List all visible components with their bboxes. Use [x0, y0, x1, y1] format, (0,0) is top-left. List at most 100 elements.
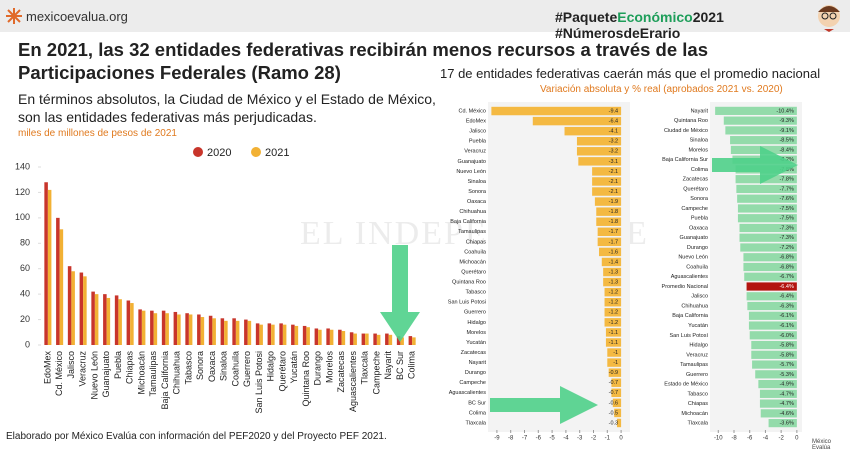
bar — [612, 398, 622, 408]
bar — [736, 184, 797, 194]
bar — [605, 338, 622, 347]
data-label: -1.2 — [609, 290, 618, 296]
x-tick-label: Sonora — [195, 351, 205, 380]
data-label: -7.5% — [779, 216, 793, 222]
data-label: -0.7 — [609, 390, 618, 396]
category-label: Chiapas — [688, 401, 708, 407]
bar — [400, 337, 404, 345]
category-label: Tlaxcala — [688, 421, 709, 427]
bar — [126, 300, 131, 345]
data-label: -6.4% — [779, 284, 793, 290]
x-tick-label: -7 — [522, 436, 528, 442]
x-tick-label: Puebla — [113, 351, 123, 379]
bar — [596, 217, 622, 226]
category-label: Puebla — [469, 139, 487, 145]
data-label: -9.3% — [779, 118, 793, 124]
hashtag: #NúmerosdeErario — [555, 25, 681, 41]
data-label: -1.8 — [609, 219, 618, 225]
data-label: -7.8% — [779, 177, 793, 183]
x-tick-label: Aguascalientes — [348, 351, 358, 413]
data-label: -0.3 — [609, 420, 618, 426]
bar — [47, 189, 52, 345]
data-label: -7.3% — [779, 225, 793, 231]
category-label: Hidalgo — [467, 320, 486, 326]
data-label: -7.7% — [779, 186, 793, 192]
bar — [282, 324, 287, 345]
category-label: Nuevo León — [678, 255, 708, 261]
data-label: -6.1% — [779, 323, 793, 329]
bar — [596, 207, 622, 216]
bar — [607, 348, 622, 357]
bar — [748, 321, 797, 330]
bar — [59, 229, 64, 345]
data-label: -0.7 — [609, 380, 618, 386]
y-tick-label: 20 — [20, 314, 30, 324]
footer: Elaborado por México Evalúa con informac… — [6, 431, 387, 442]
corner-label: México Evalúa — [812, 439, 832, 450]
bar — [259, 324, 263, 345]
right-subtitle: Variación absoluta y % real (aprobados 2… — [540, 84, 783, 95]
bar — [576, 147, 622, 156]
bar — [758, 379, 797, 389]
data-label: -6.1% — [779, 313, 793, 319]
bar — [56, 217, 60, 345]
category-label: Oaxaca — [467, 199, 487, 205]
category-label: BC Sur — [468, 400, 486, 406]
data-label: -1.1 — [609, 330, 618, 336]
category-label: Durango — [687, 245, 708, 251]
category-label: Coahuila — [464, 249, 487, 255]
category-label: Morelos — [466, 330, 486, 336]
category-label: Sinaloa — [468, 179, 487, 185]
legend-swatch — [193, 147, 203, 157]
bar — [739, 223, 797, 233]
hashtags: #PaqueteEconómico2021 #NúmerosdeErario — [555, 9, 850, 41]
x-tick-label: Tabasco — [183, 351, 193, 385]
bar — [385, 333, 389, 345]
data-label: -6.4 — [609, 119, 618, 125]
data-label: -4.7% — [779, 401, 793, 407]
data-label: -7.8% — [779, 167, 793, 173]
x-tick-label: -6 — [747, 436, 753, 442]
category-label: Tlaxcala — [466, 420, 487, 426]
bar — [212, 318, 216, 345]
data-label: -0.6 — [609, 400, 618, 406]
x-tick-label: Nayarit — [383, 351, 393, 380]
data-label: -1.3 — [609, 269, 618, 275]
x-tick-label: Chihuahua — [172, 351, 182, 395]
bar — [373, 333, 377, 345]
bar — [396, 336, 401, 345]
category-label: Nayarit — [469, 360, 487, 366]
y-tick-label: 120 — [15, 187, 30, 197]
category-label: Tabasco — [688, 391, 709, 397]
data-label: -7.2% — [779, 245, 793, 251]
bar — [599, 247, 622, 257]
bar — [747, 301, 797, 311]
data-label: -8.2% — [779, 157, 793, 163]
data-label: -8.4% — [779, 147, 793, 153]
x-tick-label: Morelos — [324, 351, 334, 384]
x-tick-label: Tlaxcala — [360, 351, 370, 385]
bar — [723, 116, 797, 125]
subtitle: En términos absolutos, la Ciudad de Méxi… — [18, 91, 436, 125]
bar — [594, 197, 622, 206]
x-tick-label: San Luis Potosi — [254, 351, 264, 414]
x-tick-label: -5 — [549, 436, 555, 442]
x-tick-label: Cd. México — [54, 351, 64, 396]
category-label: Sonora — [690, 196, 709, 202]
bar — [338, 329, 342, 345]
bar — [67, 266, 72, 345]
category-label: Zacatecas — [683, 177, 709, 183]
right-title: 17 de entidades federativas caerán más q… — [440, 66, 821, 81]
bar — [138, 309, 142, 345]
bar — [294, 325, 299, 345]
x-tick-label: Zacatecas — [336, 351, 346, 393]
data-label: -6.3% — [779, 303, 793, 309]
bar — [141, 310, 146, 345]
category-label: Guanajuato — [680, 235, 708, 241]
category-label: Nuevo León — [456, 169, 486, 175]
bar — [744, 272, 797, 281]
category-label: Yucatán — [466, 340, 486, 346]
category-label: Nayarit — [691, 108, 709, 114]
